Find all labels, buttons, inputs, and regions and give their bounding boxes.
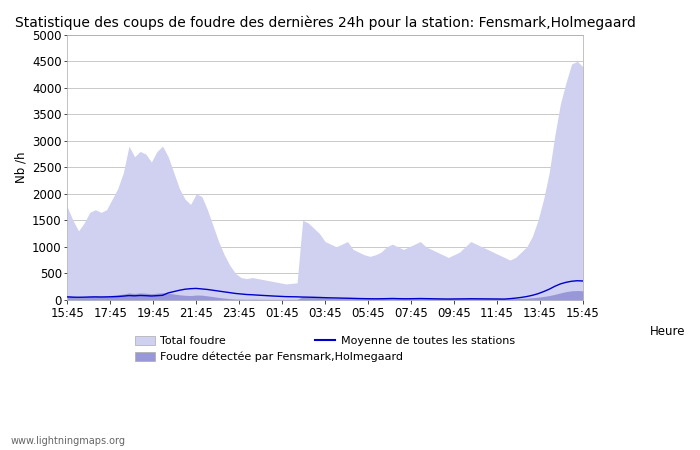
Y-axis label: Nb /h: Nb /h	[15, 152, 28, 183]
Title: Statistique des coups de foudre des dernières 24h pour la station: Fensmark,Holm: Statistique des coups de foudre des dern…	[15, 15, 636, 30]
Text: Heure: Heure	[650, 325, 685, 338]
Legend: Foudre détectée par Fensmark,Holmegaard: Foudre détectée par Fensmark,Holmegaard	[135, 352, 403, 362]
Text: www.lightningmaps.org: www.lightningmaps.org	[10, 436, 125, 446]
